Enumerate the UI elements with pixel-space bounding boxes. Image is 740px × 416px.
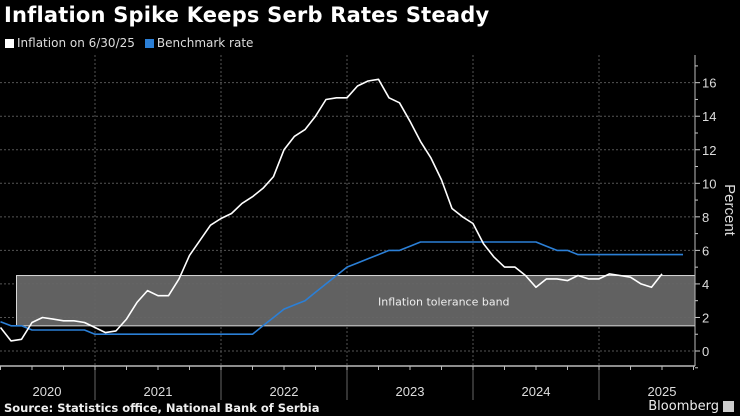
legend-item-benchmark: Benchmark rate	[144, 36, 254, 50]
y-tick-label: 4	[702, 277, 709, 292]
y-tick-label: 14	[702, 109, 716, 124]
x-tick-label: 2022	[270, 384, 299, 399]
benchmark-rate-line	[0, 241, 683, 335]
x-tick-label: 2023	[396, 384, 425, 399]
inflation-line	[0, 78, 663, 342]
legend: Inflation on 6/30/25 Benchmark rate	[5, 36, 253, 50]
bloomberg-logo: Bloomberg	[648, 399, 734, 414]
x-tick-label: 2021	[144, 384, 173, 399]
legend-swatch-inflation	[5, 38, 14, 48]
legend-label-inflation: Inflation on 6/30/25	[17, 36, 135, 50]
logo-icon	[723, 401, 734, 412]
x-tick-label: 2020	[33, 384, 62, 399]
y-tick-label: 10	[702, 176, 716, 191]
source-note: Source: Statistics office, National Bank…	[4, 401, 320, 415]
legend-label-benchmark: Benchmark rate	[156, 36, 254, 50]
y-tick-label: 2	[702, 310, 709, 325]
x-tick-label: 2024	[522, 384, 551, 399]
legend-swatch-benchmark	[144, 38, 154, 48]
y-tick-label: 6	[702, 243, 709, 258]
tolerance-band-label: Inflation tolerance band	[378, 296, 510, 309]
y-tick-label: 8	[702, 210, 709, 225]
logo-text: Bloomberg	[648, 399, 719, 414]
chart-title: Inflation Spike Keeps Serb Rates Steady	[4, 3, 490, 27]
y-axis-label: Percent	[721, 184, 738, 237]
y-tick-label: 12	[702, 143, 716, 158]
tolerance-band	[16, 275, 696, 327]
legend-item-inflation: Inflation on 6/30/25	[5, 36, 135, 50]
x-tick-label: 2025	[648, 384, 677, 399]
y-tick-label: 16	[702, 76, 716, 91]
y-tick-label: 0	[702, 344, 709, 359]
